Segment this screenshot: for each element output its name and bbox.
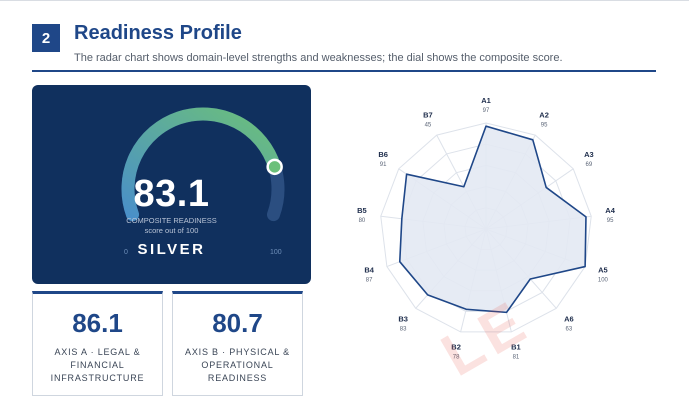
radar-label-b3: B3 xyxy=(398,315,408,324)
radar-value-b1: 81 xyxy=(513,354,520,360)
section-title: Readiness Profile xyxy=(74,22,242,44)
tier-label: SILVER xyxy=(137,241,206,258)
radar-value-b6: 91 xyxy=(380,162,387,168)
radar-label-a5: A5 xyxy=(598,265,608,274)
axis-a-score: 86.1 xyxy=(72,308,123,338)
radar-label-a1: A1 xyxy=(481,96,491,105)
radar-value-a5: 100 xyxy=(598,277,609,283)
radar-value-a1: 97 xyxy=(483,108,490,114)
radar-label-b6: B6 xyxy=(378,150,388,159)
radar-value-b7: 45 xyxy=(425,122,432,128)
top-border xyxy=(0,0,689,1)
gauge-marker xyxy=(266,158,283,176)
radar-value-b4: 87 xyxy=(366,277,373,283)
axis-a-card: 86.1 AXIS A · LEGAL & FINANCIAL INFRASTR… xyxy=(32,291,163,396)
radar-label-b7: B7 xyxy=(423,110,433,119)
radar-value-a6: 63 xyxy=(566,327,573,333)
axis-b-label: AXIS B · PHYSICAL & OPERATIONAL READINES… xyxy=(185,347,290,383)
radar-label-b1: B1 xyxy=(511,342,521,351)
radar-value-a4: 95 xyxy=(607,218,614,224)
radar-value-b5: 80 xyxy=(359,218,366,224)
section-number-badge: 2 xyxy=(32,24,60,52)
radar-label-a3: A3 xyxy=(584,150,594,159)
section-subtitle: The radar chart shows domain-level stren… xyxy=(74,52,563,64)
axis-b-score: 80.7 xyxy=(212,308,263,338)
radar-label-b5: B5 xyxy=(357,206,367,215)
radar-value-b3: 83 xyxy=(400,327,407,333)
dial-max-label: 100 xyxy=(270,249,282,256)
axis-a-label: AXIS A · LEGAL & FINANCIAL INFRASTRUCTUR… xyxy=(50,347,145,383)
radar-grid-ring-5 xyxy=(380,122,592,333)
radar-label-a2: A2 xyxy=(539,110,549,119)
axis-b-card: 80.7 AXIS B · PHYSICAL & OPERATIONAL REA… xyxy=(172,291,303,396)
gauge-fill xyxy=(121,107,282,222)
composite-label: COMPOSITE READINESS xyxy=(126,216,217,225)
composite-score: 83.1 xyxy=(133,173,210,215)
radar-label-b4: B4 xyxy=(364,265,374,274)
radar-value-a2: 95 xyxy=(541,122,548,128)
header-divider xyxy=(32,70,656,72)
radar-label-a4: A4 xyxy=(605,206,615,215)
dial-min-label: 0 xyxy=(124,249,128,256)
radar-series-area xyxy=(398,125,587,314)
radar-value-b2: 78 xyxy=(453,354,460,360)
composite-dial-card: 83.1 COMPOSITE READINESS score out of 10… xyxy=(32,85,311,284)
radar-label-b2: B2 xyxy=(451,342,461,351)
radar-value-a3: 69 xyxy=(586,162,593,168)
radar-label-a6: A6 xyxy=(564,315,574,324)
composite-sublabel: score out of 100 xyxy=(144,226,199,235)
gauge-dial xyxy=(121,107,285,222)
